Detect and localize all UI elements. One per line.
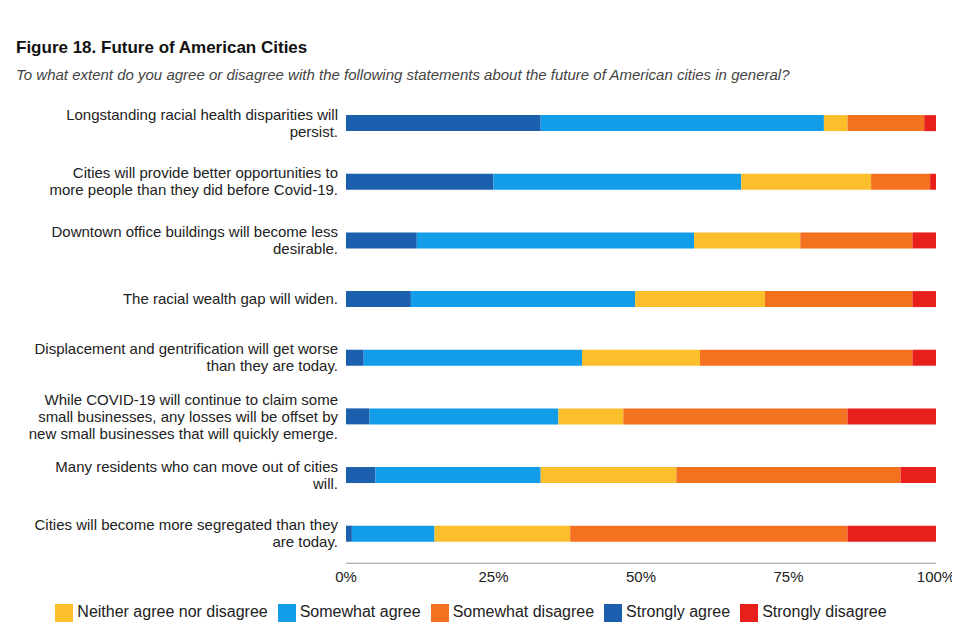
svg-text:Longstanding racial health dis: Longstanding racial health disparities w… — [66, 106, 338, 140]
svg-text:While COVID-19 will continue t: While COVID-19 will continue to claim so… — [29, 391, 339, 442]
svg-text:Downtown office buildings will: Downtown office buildings will become le… — [51, 223, 338, 257]
svg-text:0%: 0% — [335, 568, 357, 585]
svg-text:The racial wealth gap will wid: The racial wealth gap will widen. — [123, 290, 338, 307]
html-text:Strongly disagree: Strongly disagree — [762, 603, 887, 621]
svg-text:Displacement and gentrificatio: Displacement and gentrification will get… — [35, 340, 338, 374]
svg-text:75%: 75% — [773, 568, 803, 585]
svg-text:100%: 100% — [917, 568, 952, 585]
svg-text:Cities will provide better opp: Cities will provide better opportunities… — [49, 164, 338, 198]
html-text:Somewhat agree: Somewhat agree — [299, 603, 421, 621]
svg-text:Cities will become more segreg: Cities will become more segregated than … — [35, 516, 339, 550]
html-text:Figure 18. Future of American: Figure 18. Future of American Cities — [16, 38, 308, 57]
svg-text:25%: 25% — [478, 568, 508, 585]
svg-text:Many residents who can move ou: Many residents who can move out of citie… — [55, 458, 338, 492]
svg-text:50%: 50% — [626, 568, 656, 585]
html-text:Strongly agree: Strongly agree — [626, 603, 731, 621]
html-text:Neither agree nor disagree: Neither agree nor disagree — [77, 603, 268, 621]
html-text:Somewhat disagree: Somewhat disagree — [452, 603, 595, 621]
html-text:To what extent do you agree or: To what extent do you agree or disagree … — [16, 66, 790, 83]
